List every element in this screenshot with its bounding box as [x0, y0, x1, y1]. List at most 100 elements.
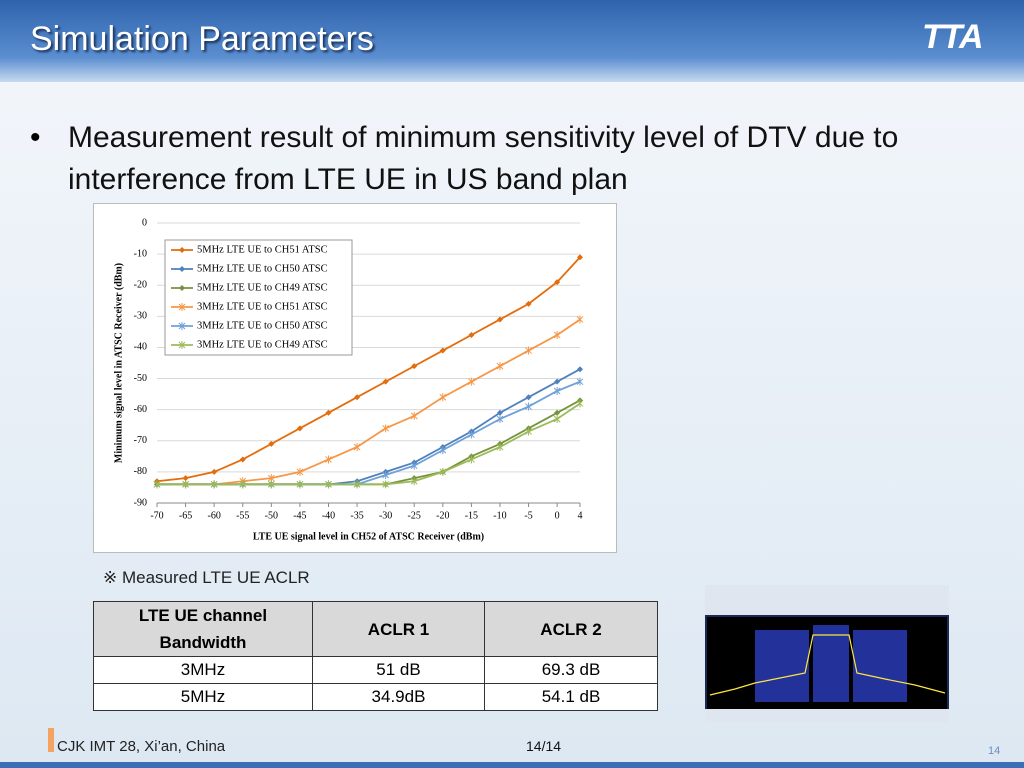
marker [410, 411, 418, 420]
marker [554, 378, 561, 385]
x-tick-label: -20 [436, 510, 449, 521]
y-tick-label: -20 [134, 280, 147, 291]
header-band [0, 0, 1024, 82]
x-tick-label: -55 [236, 510, 249, 521]
marker [439, 467, 447, 476]
footer-center: 14/14 [526, 738, 562, 754]
marker [576, 377, 584, 386]
footer-strip [0, 762, 1024, 768]
cell: 34.9dB [312, 683, 485, 711]
footer-bar [48, 728, 54, 752]
legend-marker [179, 285, 185, 291]
marker [182, 475, 189, 482]
x-tick-label: -25 [408, 510, 421, 521]
marker [554, 279, 561, 286]
marker [439, 347, 446, 354]
marker [210, 480, 218, 489]
spectrum-screenshot [705, 585, 949, 723]
aclr-table: LTE UE channel Bandwidth ACLR 1 ACLR 2 3MH… [93, 601, 658, 711]
x-axis-label: LTE UE signal level in CH52 of ATSC Rece… [253, 531, 484, 542]
marker [496, 443, 504, 451]
marker [153, 480, 161, 489]
y-tick-label: -40 [134, 342, 147, 353]
marker [525, 300, 532, 307]
bullet-text: Measurement result of minimum sensitivit… [68, 121, 899, 196]
marker [296, 480, 304, 489]
marker [577, 254, 583, 261]
marker [576, 315, 584, 324]
legend-box [164, 239, 353, 356]
marker [439, 393, 447, 402]
legend-marker [178, 303, 186, 311]
marker [267, 480, 275, 489]
marker [468, 455, 475, 464]
legend-label: 3MHz LTE UE to CH51 ATSC [197, 301, 328, 312]
marker [325, 480, 332, 489]
marker [382, 378, 389, 385]
marker [296, 425, 303, 432]
legend-marker [179, 266, 185, 272]
note: ※ Measured LTE UE ACLR [103, 568, 310, 587]
marker [525, 346, 532, 355]
marker [468, 430, 475, 439]
marker [439, 446, 447, 455]
bullet-dot: • [30, 121, 41, 154]
x-tick-label: -40 [322, 510, 335, 521]
x-tick-label: -65 [179, 510, 192, 521]
legend-marker [178, 322, 186, 330]
legend-label: 3MHz LTE UE to CH50 ATSC [197, 320, 328, 331]
y-tick-label: -60 [134, 404, 147, 415]
y-tick-label: 0 [142, 217, 147, 228]
y-tick-label: -10 [134, 248, 147, 259]
y-tick-label: -50 [134, 373, 147, 384]
marker [211, 468, 218, 475]
marker [525, 427, 532, 436]
marker [382, 480, 390, 489]
cell: 5MHz [93, 683, 313, 711]
marker [577, 366, 583, 373]
x-tick-label: 0 [555, 510, 560, 521]
x-tick-label: -60 [207, 510, 220, 521]
marker [382, 471, 390, 479]
marker [182, 480, 189, 489]
x-tick-label: -35 [350, 510, 363, 521]
marker [553, 415, 561, 423]
marker [576, 399, 584, 408]
header-cell: ACLR 2 [484, 601, 658, 657]
marker [554, 409, 561, 416]
x-tick-label: -70 [150, 510, 163, 521]
marker [468, 332, 475, 338]
series-line [157, 402, 581, 486]
marker [525, 394, 532, 401]
y-tick-label: -70 [134, 435, 147, 446]
x-tick-label: 4 [578, 510, 583, 521]
marker [325, 409, 332, 416]
y-axis-label: Minimum signal level in ATSC Receiver (d… [113, 263, 124, 463]
marker [496, 362, 504, 371]
legend-label: 5MHz LTE UE to CH50 ATSC [197, 263, 328, 274]
marker [553, 387, 561, 395]
marker [354, 394, 361, 401]
footer-left: CJK IMT 28, Xi’an, China [57, 738, 226, 755]
marker [296, 467, 304, 476]
marker [410, 461, 418, 470]
marker [525, 402, 532, 411]
chart: 0-10-20-30-40-50-60-70-80-90-70 -65 -60 -55… [93, 203, 617, 553]
marker [268, 440, 275, 447]
marker [410, 477, 418, 486]
page-number: 14 [988, 745, 1001, 757]
y-tick-label: -80 [134, 466, 147, 477]
logo: TTA [922, 18, 984, 56]
x-tick-label: -50 [265, 510, 278, 521]
y-tick-label: -90 [134, 497, 147, 508]
header-cell: ACLR 1 [312, 601, 485, 657]
header-cell: LTE UE channel Bandwidth [93, 601, 313, 657]
legend-label: 5MHz LTE UE to CH49 ATSC [197, 282, 328, 293]
cell: 3MHz [93, 656, 313, 684]
marker [353, 480, 361, 489]
legend-marker [179, 247, 185, 253]
legend-label: 3MHz LTE UE to CH49 ATSC [197, 339, 328, 350]
marker [353, 443, 361, 451]
cell: 51 dB [312, 656, 485, 684]
